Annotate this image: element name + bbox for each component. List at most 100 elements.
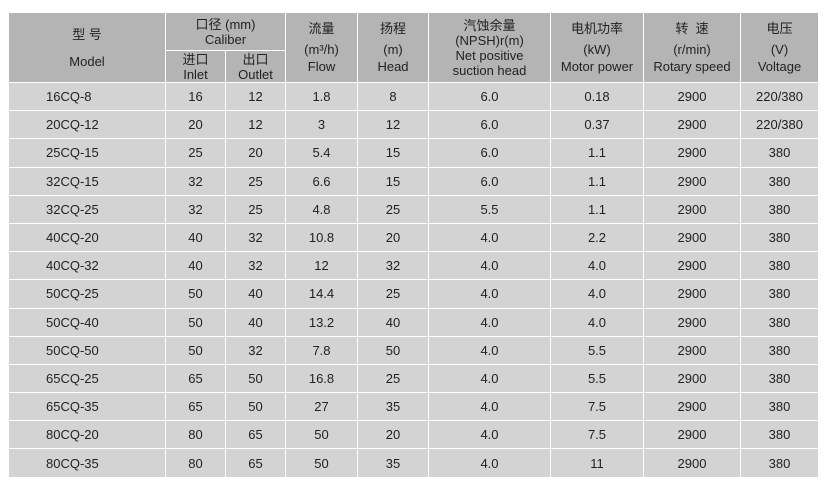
cell-voltage: 380 [740,363,819,394]
cell-power: 2.2 [550,222,644,253]
cell-outlet: 65 [225,420,286,450]
table-row: 50CQ-50 50 32 7.8 50 4.0 5.5 2900 380 [8,335,819,365]
cell-flow: 27 [285,392,358,422]
cell-power: 7.5 [550,392,644,422]
cell-voltage: 380 [740,166,819,196]
cell-flow: 16.8 [285,363,358,394]
table-row: 32CQ-15 32 25 6.6 15 6.0 1.1 2900 380 [8,166,819,196]
table-row: 16CQ-8 16 12 1.8 8 6.0 0.18 2900 220/380 [8,81,819,112]
cell-power: 5.5 [550,335,644,365]
cell-speed: 2900 [643,279,741,309]
cell-flow: 13.2 [285,307,358,337]
cell-power: 4.0 [550,307,644,337]
cell-speed: 2900 [643,81,741,112]
cell-model: 40CQ-32 [8,251,166,281]
cell-power: 4.0 [550,279,644,309]
cell-voltage: 380 [740,138,819,168]
cell-speed: 2900 [643,363,741,394]
cell-npsh: 4.0 [428,307,551,337]
header-npsh: 汽蚀余量 (NPSH)r(m) Net positive suction head [428,12,551,83]
table-row: 80CQ-20 80 65 50 20 4.0 7.5 2900 380 [8,420,819,450]
cell-outlet: 25 [225,166,286,196]
cell-speed: 2900 [643,420,741,450]
cell-npsh: 4.0 [428,392,551,422]
cell-speed: 2900 [643,110,741,140]
cell-flow: 12 [285,251,358,281]
cell-power: 5.5 [550,363,644,394]
cell-outlet: 12 [225,110,286,140]
cell-flow: 1.8 [285,81,358,112]
header-speed: 转 速 (r/min) Rotary speed [643,12,741,83]
cell-inlet: 80 [165,420,226,450]
cell-outlet: 12 [225,81,286,112]
table-row: 50CQ-40 50 40 13.2 40 4.0 4.0 2900 380 [8,307,819,337]
cell-head: 20 [357,420,429,450]
cell-flow: 10.8 [285,222,358,253]
cell-model: 32CQ-15 [8,166,166,196]
cell-npsh: 6.0 [428,166,551,196]
table-row: 32CQ-25 32 25 4.8 25 5.5 1.1 2900 380 [8,194,819,224]
cell-inlet: 40 [165,222,226,253]
cell-flow: 6.6 [285,166,358,196]
cell-voltage: 380 [740,251,819,281]
cell-inlet: 16 [165,81,226,112]
header-head: 扬程 (m) Head [357,12,429,83]
cell-speed: 2900 [643,448,741,478]
cell-voltage: 380 [740,420,819,450]
cell-npsh: 6.0 [428,110,551,140]
cell-head: 25 [357,363,429,394]
cell-outlet: 25 [225,194,286,224]
cell-power: 7.5 [550,420,644,450]
cell-head: 20 [357,222,429,253]
cell-flow: 50 [285,448,358,478]
cell-inlet: 50 [165,279,226,309]
cell-voltage: 380 [740,279,819,309]
cell-npsh: 6.0 [428,138,551,168]
cell-outlet: 20 [225,138,286,168]
cell-model: 25CQ-15 [8,138,166,168]
cell-outlet: 40 [225,307,286,337]
cell-head: 12 [357,110,429,140]
cell-model: 80CQ-20 [8,420,166,450]
cell-voltage: 380 [740,448,819,478]
cell-model: 50CQ-50 [8,335,166,365]
table-row: 65CQ-35 65 50 27 35 4.0 7.5 2900 380 [8,392,819,422]
cell-power: 1.1 [550,138,644,168]
cell-power: 11 [550,448,644,478]
cell-model: 40CQ-20 [8,222,166,253]
cell-npsh: 5.5 [428,194,551,224]
cell-speed: 2900 [643,307,741,337]
cell-inlet: 65 [165,363,226,394]
cell-model: 65CQ-25 [8,363,166,394]
table-row: 40CQ-32 40 32 12 32 4.0 4.0 2900 380 [8,251,819,281]
cell-outlet: 32 [225,335,286,365]
cell-voltage: 220/380 [740,110,819,140]
cell-power: 0.18 [550,81,644,112]
cell-head: 25 [357,279,429,309]
cell-head: 25 [357,194,429,224]
cell-model: 80CQ-35 [8,448,166,478]
cell-npsh: 4.0 [428,251,551,281]
pump-spec-table: 型 号 Model 口径 (mm) Caliber 流量 (m³/h) Flow 扬程(… [8,12,819,478]
cell-flow: 14.4 [285,279,358,309]
cell-speed: 2900 [643,166,741,196]
table-row: 40CQ-20 40 32 10.8 20 4.0 2.2 2900 380 [8,222,819,253]
header-flow: 流量 (m³/h) Flow [285,12,358,83]
cell-power: 4.0 [550,251,644,281]
cell-flow: 7.8 [285,335,358,365]
cell-flow: 4.8 [285,194,358,224]
cell-npsh: 4.0 [428,363,551,394]
cell-inlet: 40 [165,251,226,281]
table-row: 65CQ-25 65 50 16.8 25 4.0 5.5 2900 380 [8,363,819,394]
cell-power: 1.1 [550,194,644,224]
cell-outlet: 65 [225,448,286,478]
table-row: 20CQ-12 20 12 3 12 6.0 0.37 2900 220/380 [8,110,819,140]
cell-voltage: 380 [740,307,819,337]
cell-model: 20CQ-12 [8,110,166,140]
table-row: 80CQ-35 80 65 50 35 4.0 11 2900 380 [8,448,819,478]
cell-npsh: 4.0 [428,279,551,309]
cell-voltage: 380 [740,392,819,422]
cell-speed: 2900 [643,222,741,253]
cell-inlet: 20 [165,110,226,140]
cell-flow: 50 [285,420,358,450]
